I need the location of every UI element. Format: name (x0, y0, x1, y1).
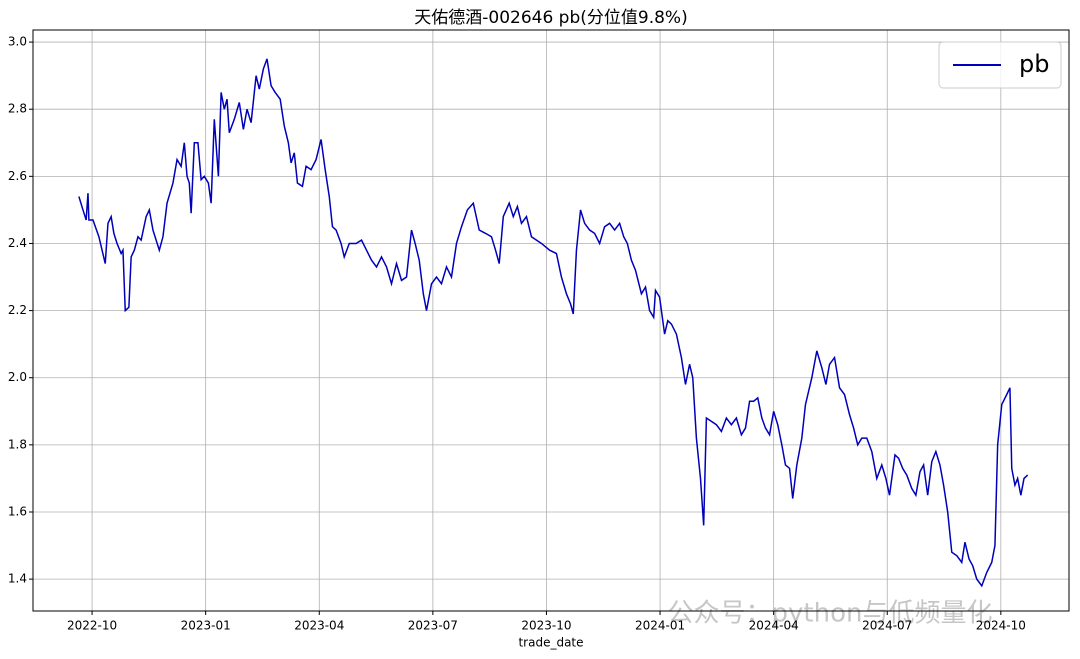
y-tick-label: 2.2 (8, 303, 27, 317)
y-tick-label: 1.6 (8, 504, 27, 518)
legend-label: pb (1019, 50, 1049, 78)
x-tick-label: 2024-07 (862, 619, 912, 633)
x-tick-label: 2024-01 (635, 619, 685, 633)
y-tick-label: 2.0 (8, 370, 27, 384)
watermark: 公众号：python与低频量化 (668, 599, 993, 629)
y-tick-label: 2.4 (8, 236, 27, 250)
y-tick-label: 1.4 (8, 572, 27, 586)
y-tick-label: 2.6 (8, 169, 27, 183)
x-axis-label: trade_date (518, 636, 583, 650)
plot-frame (32, 29, 1070, 612)
x-tick-label: 2024-04 (749, 619, 799, 633)
y-tick-label: 2.8 (8, 102, 27, 116)
y-tick-label: 1.8 (8, 437, 27, 451)
x-tick-label: 2022-10 (67, 619, 117, 633)
chart-title: 天佑德酒-002646 pb(分位值9.8%) (414, 8, 687, 28)
line (78, 58, 1029, 588)
x-tick-label: 2023-04 (294, 619, 344, 633)
x-tick-label: 2023-10 (521, 619, 571, 633)
x-tick-label: 2023-01 (181, 619, 231, 633)
y-tick-label: 3.0 (8, 35, 27, 49)
x-tick-label: 2024-10 (976, 619, 1026, 633)
x-tick-label: 2023-07 (408, 619, 458, 633)
